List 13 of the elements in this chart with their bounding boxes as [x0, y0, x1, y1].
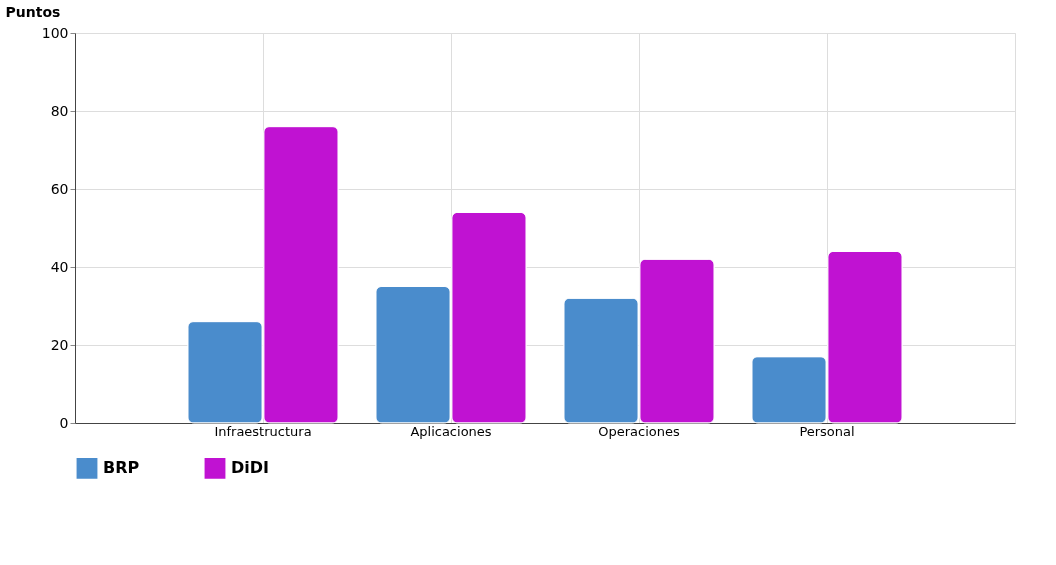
- y-tick-label: 20: [50, 336, 69, 353]
- legend-label: BRP: [103, 458, 140, 478]
- x-tick-label: Operaciones: [598, 423, 680, 439]
- legend-label: DiDI: [231, 458, 269, 478]
- x-tick-label: Infraestructura: [214, 423, 312, 439]
- y-tick-label: 80: [50, 102, 69, 119]
- x-tick-label: Aplicaciones: [410, 423, 492, 439]
- y-tick-label: 100: [41, 24, 69, 41]
- x-tick-label: Personal: [799, 423, 855, 439]
- y-tick-label: 60: [50, 180, 69, 197]
- y-tick-label: 0: [59, 414, 69, 431]
- y-axis-title: Puntos: [5, 3, 61, 20]
- y-tick-label: 40: [50, 258, 69, 275]
